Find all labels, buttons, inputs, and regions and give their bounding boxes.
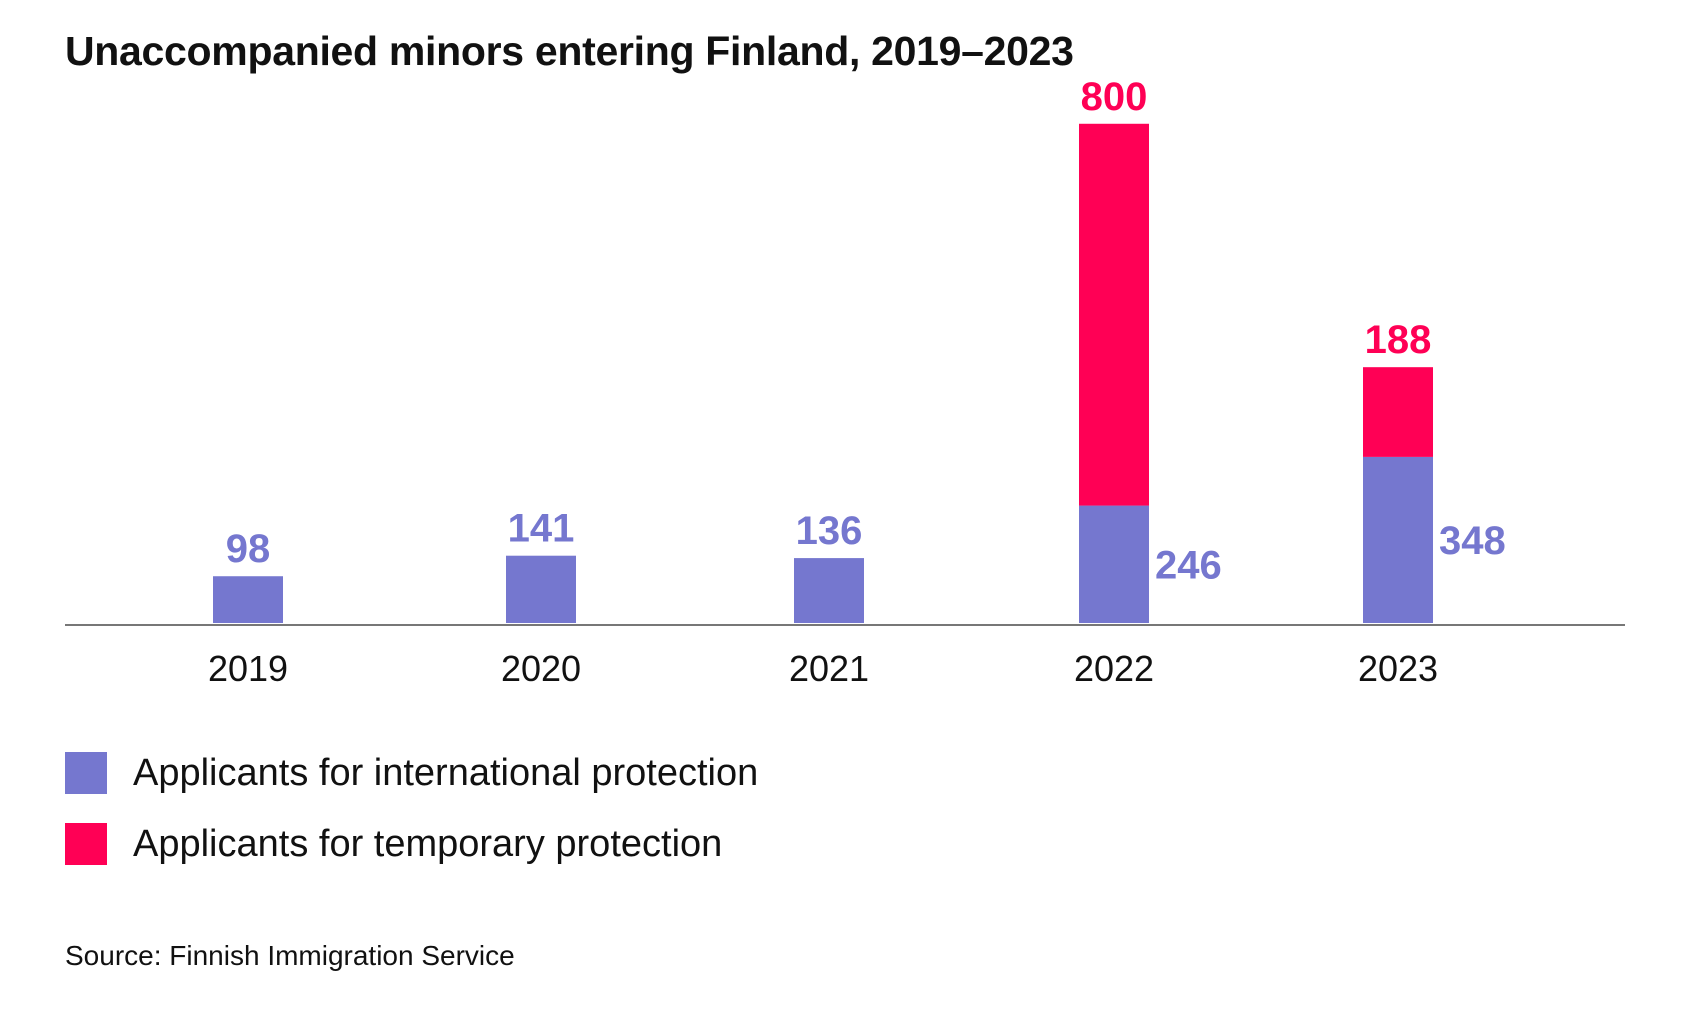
data-labels-layer: 98 141 136 800 246 188 348 — [226, 75, 1506, 588]
x-tick-labels: 2019 2020 2021 2022 2023 — [208, 648, 1438, 689]
data-label-international-2023: 348 — [1439, 519, 1506, 563]
bars-layer — [213, 123, 1433, 623]
data-label-international-2019: 98 — [226, 527, 271, 571]
source-note: Source: Finnish Immigration Service — [65, 940, 515, 971]
bar-chart: 98 141 136 800 246 188 348 2019 2020 2021 2022 202… — [65, 75, 1625, 689]
data-label-international-2021: 136 — [796, 509, 863, 553]
x-tick-label-2021: 2021 — [789, 648, 869, 689]
data-label-international-2020: 141 — [508, 507, 575, 551]
x-tick-label-2020: 2020 — [501, 648, 581, 689]
legend-label-international: Applicants for international protection — [133, 751, 759, 794]
bar-temporary-2023 — [1363, 367, 1433, 457]
legend-item-temporary: Applicants for temporary protection — [65, 823, 758, 865]
x-tick-label-2022: 2022 — [1074, 648, 1154, 689]
bar-international-2022 — [1079, 505, 1149, 623]
data-label-temporary-2022: 800 — [1081, 75, 1148, 119]
data-label-international-2022: 246 — [1155, 543, 1222, 587]
x-tick-label-2023: 2023 — [1358, 648, 1438, 689]
x-tick-label-2019: 2019 — [208, 648, 288, 689]
legend-swatch-international — [65, 752, 107, 794]
bar-international-2021 — [794, 558, 864, 623]
chart-title: Unaccompanied minors entering Finland, 2… — [65, 28, 1074, 74]
bar-international-2020 — [506, 555, 576, 623]
legend-swatch-temporary — [65, 823, 107, 865]
legend-label-temporary: Applicants for temporary protection — [133, 822, 723, 865]
bar-international-2023 — [1363, 456, 1433, 623]
legend-item-international: Applicants for international protection — [65, 752, 758, 794]
bar-temporary-2022 — [1079, 123, 1149, 506]
legend: Applicants for international protection … — [65, 752, 758, 894]
bar-international-2019 — [213, 576, 283, 623]
data-label-temporary-2023: 188 — [1365, 318, 1432, 362]
